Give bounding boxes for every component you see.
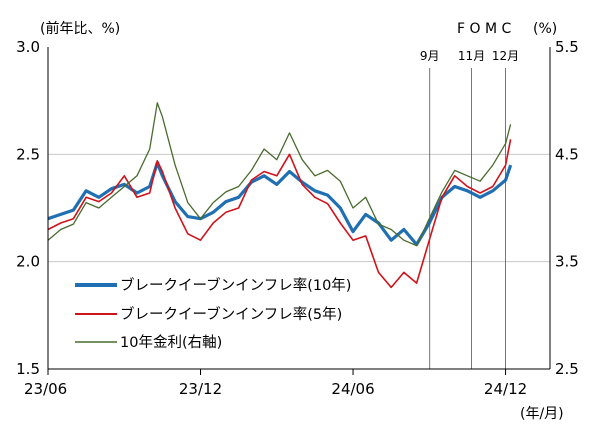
legend-item-10y-yield: 10年金利(右軸) <box>75 334 222 351</box>
x-tick-label-0: 23/06 <box>24 380 67 398</box>
axis-layer: 1.5 2.5 2.0 3.5 2.5 4.5 3.0 5.5 23/06 23/12 24/06 2… <box>16 38 579 398</box>
y-left-tick-label-3: 3.0 <box>16 38 40 56</box>
annotation-layer: 9月 11月 12月 <box>420 49 519 369</box>
y-left-tick-label-2: 2.5 <box>16 145 40 163</box>
y-right-tick-label-0: 2.5 <box>555 360 579 378</box>
legend-item-breakeven-5y: ブレークイーブンインフレ率(5年) <box>75 305 342 323</box>
y-left-tick-label-0: 1.5 <box>16 360 40 378</box>
x-tick-label-3: 24/12 <box>484 380 527 398</box>
fomc-label: F O M C <box>457 21 512 37</box>
right-axis-unit-label: (%) <box>533 21 557 37</box>
legend-item-breakeven-10y: ブレークイーブンインフレ率(10年) <box>75 276 351 294</box>
fomc-event-label-0: 9月 <box>420 49 440 63</box>
series-layer <box>47 102 513 289</box>
series-line-2 <box>47 102 512 247</box>
legend-label-breakeven-5y: ブレークイーブンインフレ率(5年) <box>120 305 342 323</box>
legend: ブレークイーブンインフレ率(10年) ブレークイーブンインフレ率(5年) 10年… <box>75 276 351 351</box>
y-left-tick-label-1: 2.0 <box>16 253 40 271</box>
legend-label-10y-yield: 10年金利(右軸) <box>120 334 222 351</box>
series-line-1 <box>47 139 512 289</box>
fomc-event-label-2: 12月 <box>492 49 519 63</box>
series-line-0 <box>47 161 513 247</box>
y-right-tick-label-3: 5.5 <box>555 38 579 56</box>
left-axis-unit-label: (前年比、%) <box>40 20 120 37</box>
x-tick-label-1: 23/12 <box>179 380 222 398</box>
y-right-tick-label-1: 3.5 <box>555 253 579 271</box>
x-axis-unit-label: (年/月) <box>520 406 564 422</box>
legend-label-breakeven-10y: ブレークイーブンインフレ率(10年) <box>120 276 351 294</box>
x-tick-label-2: 24/06 <box>331 380 374 398</box>
fomc-event-label-1: 11月 <box>458 49 485 63</box>
grid-layer <box>48 153 550 263</box>
y-right-tick-label-2: 4.5 <box>555 145 579 163</box>
